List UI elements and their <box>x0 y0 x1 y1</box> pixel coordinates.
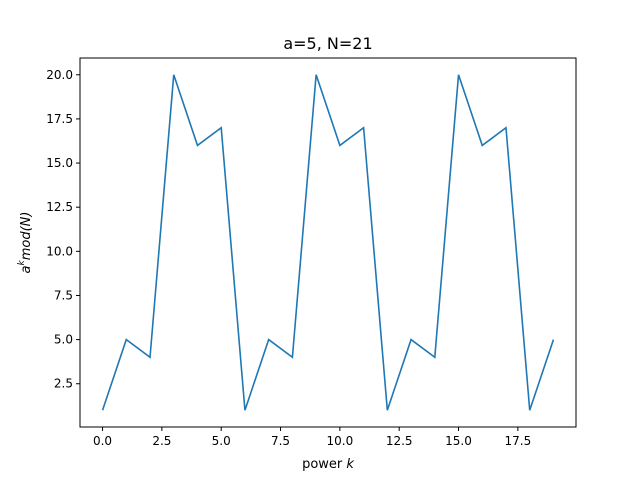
y-tick-label: 15.0 <box>46 156 73 170</box>
y-axis-ticks: 2.5 5.0 7.5 10.0 12.5 15.0 17.5 20.0 <box>46 68 80 391</box>
y-axis-label-sup: k <box>17 260 27 266</box>
x-tick-label: 7.5 <box>271 434 290 448</box>
y-tick-label: 20.0 <box>46 68 73 82</box>
x-axis-ticks: 0.0 2.5 5.0 7.5 10.0 12.5 15.0 17.5 <box>93 427 531 448</box>
y-axis-label-expr: mod(N) <box>19 212 34 261</box>
y-tick-label: 17.5 <box>46 112 73 126</box>
x-axis-label-var: k <box>346 457 354 472</box>
series-group <box>101 74 555 411</box>
x-tick-label: 10.0 <box>327 434 354 448</box>
x-tick-label: 12.5 <box>386 434 413 448</box>
y-tick-label: 7.5 <box>54 288 73 302</box>
x-tick-label: 15.0 <box>445 434 472 448</box>
plot-area-frame <box>79 57 577 428</box>
x-axis-label: power k <box>302 457 354 472</box>
x-tick-label: 5.0 <box>212 434 231 448</box>
x-tick-label: 17.5 <box>504 434 531 448</box>
x-tick-label: 0.0 <box>93 434 112 448</box>
x-tick-label: 2.5 <box>152 434 171 448</box>
chart-title: a=5, N=21 <box>283 34 372 53</box>
y-axis-label-base: a <box>19 265 34 273</box>
y-axis-label: akmod(N) <box>17 212 34 274</box>
y-tick-label: 12.5 <box>46 200 73 214</box>
series-line <box>101 74 555 411</box>
y-tick-label: 10.0 <box>46 244 73 258</box>
x-axis-label-prefix: power <box>302 457 346 472</box>
y-tick-label: 2.5 <box>54 377 73 391</box>
y-tick-label: 5.0 <box>54 333 73 347</box>
